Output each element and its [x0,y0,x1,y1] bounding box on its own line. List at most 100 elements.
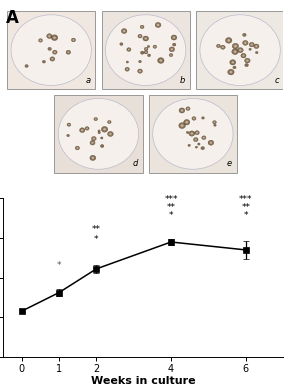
Ellipse shape [243,40,248,45]
Ellipse shape [67,134,69,137]
Ellipse shape [255,51,258,54]
Ellipse shape [245,64,249,67]
Ellipse shape [138,69,142,73]
Ellipse shape [48,35,51,37]
Ellipse shape [101,127,108,132]
Ellipse shape [170,54,172,56]
Ellipse shape [67,51,69,53]
Ellipse shape [234,51,237,53]
Text: **: ** [92,225,101,234]
Text: e: e [227,160,232,169]
Ellipse shape [86,127,88,129]
Ellipse shape [145,48,147,50]
Ellipse shape [254,44,259,49]
Ellipse shape [231,61,234,64]
Ellipse shape [212,121,217,124]
Ellipse shape [190,132,193,135]
Ellipse shape [244,42,247,44]
Ellipse shape [71,38,76,42]
Ellipse shape [40,40,41,41]
Ellipse shape [126,68,128,70]
Ellipse shape [232,49,238,54]
Ellipse shape [91,142,94,144]
Ellipse shape [76,147,78,149]
Ellipse shape [245,58,250,63]
Ellipse shape [155,22,161,27]
Ellipse shape [42,60,45,63]
Ellipse shape [184,120,190,125]
Ellipse shape [145,51,147,53]
Ellipse shape [214,122,215,123]
Ellipse shape [108,120,111,123]
Ellipse shape [154,46,156,47]
Ellipse shape [54,51,56,53]
Ellipse shape [249,48,251,50]
Ellipse shape [53,50,57,54]
Ellipse shape [53,36,56,39]
Ellipse shape [138,34,142,38]
Ellipse shape [106,15,186,85]
Ellipse shape [51,58,53,60]
Ellipse shape [200,15,280,85]
Ellipse shape [179,108,185,113]
Ellipse shape [48,47,51,51]
Ellipse shape [153,45,157,48]
Ellipse shape [173,36,175,39]
Ellipse shape [169,47,174,52]
Ellipse shape [202,117,204,119]
Ellipse shape [202,136,206,140]
Ellipse shape [51,35,58,40]
Ellipse shape [233,66,236,69]
Ellipse shape [249,42,254,47]
Ellipse shape [68,124,70,125]
Ellipse shape [94,118,98,121]
Ellipse shape [232,43,239,49]
Ellipse shape [103,128,106,131]
Ellipse shape [128,49,130,51]
Ellipse shape [144,37,147,40]
Ellipse shape [80,128,85,132]
Ellipse shape [101,137,103,139]
Ellipse shape [158,58,164,64]
Ellipse shape [140,25,144,29]
Text: *: * [243,211,248,220]
Ellipse shape [47,34,52,38]
Ellipse shape [234,45,237,47]
Bar [196,11,284,89]
Ellipse shape [90,140,95,145]
Ellipse shape [58,98,139,169]
Ellipse shape [144,47,148,51]
Text: a: a [85,76,90,85]
Ellipse shape [72,39,74,41]
Ellipse shape [228,69,234,75]
Ellipse shape [98,130,100,132]
Ellipse shape [203,137,205,138]
Ellipse shape [139,35,141,37]
Text: ***: *** [239,196,253,204]
Bar [102,11,190,89]
Ellipse shape [246,60,249,62]
Ellipse shape [208,140,214,145]
Ellipse shape [255,45,258,47]
Ellipse shape [100,145,104,147]
Ellipse shape [109,133,112,135]
Bar [54,95,143,173]
Ellipse shape [225,38,232,43]
Ellipse shape [242,54,245,57]
Ellipse shape [25,65,28,67]
Ellipse shape [229,71,233,73]
Ellipse shape [241,53,246,58]
Ellipse shape [120,43,123,45]
Ellipse shape [39,39,43,42]
Bar [7,11,95,89]
Ellipse shape [188,144,190,147]
Ellipse shape [98,132,100,134]
Ellipse shape [108,121,110,123]
Text: **: ** [166,203,176,212]
Ellipse shape [123,30,125,32]
Ellipse shape [227,39,230,42]
Ellipse shape [127,48,131,51]
Ellipse shape [75,146,80,150]
Ellipse shape [159,59,162,62]
Ellipse shape [195,146,198,148]
